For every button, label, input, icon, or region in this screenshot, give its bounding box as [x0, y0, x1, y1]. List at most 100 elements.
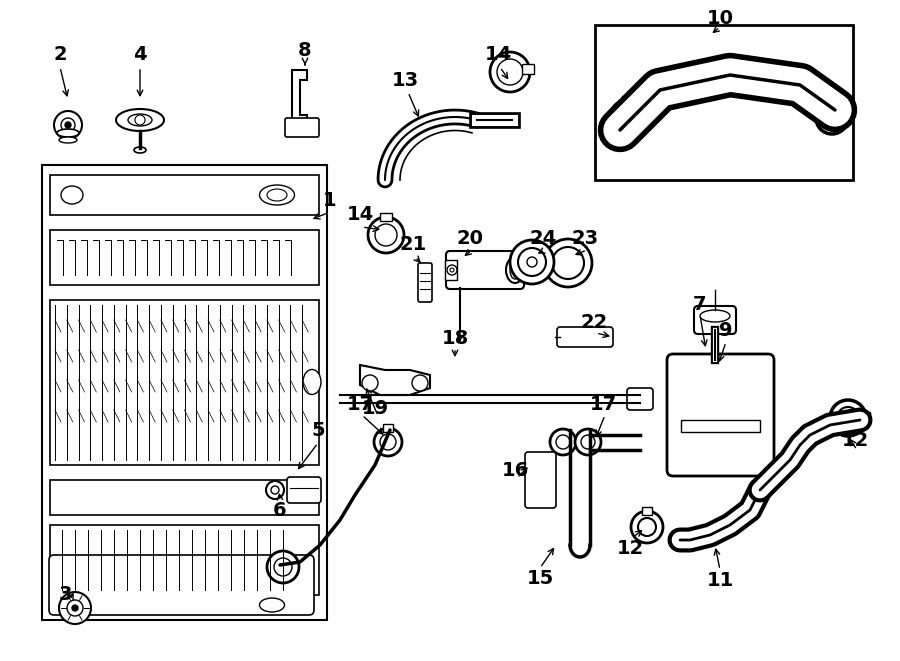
Ellipse shape: [57, 129, 79, 137]
Circle shape: [610, 100, 646, 136]
Text: 17: 17: [346, 395, 374, 414]
Circle shape: [274, 558, 292, 576]
Text: 13: 13: [392, 71, 418, 89]
Bar: [383, 424, 393, 432]
Ellipse shape: [59, 598, 85, 612]
Ellipse shape: [510, 261, 520, 279]
Bar: [681, 420, 760, 432]
Bar: [842, 113, 852, 121]
Text: 12: 12: [842, 430, 868, 449]
Circle shape: [266, 481, 284, 499]
Circle shape: [380, 434, 396, 450]
Polygon shape: [292, 70, 307, 125]
Circle shape: [374, 428, 402, 456]
Ellipse shape: [267, 189, 287, 201]
Text: 6: 6: [274, 500, 287, 520]
Circle shape: [271, 486, 279, 494]
Bar: [50, 525, 319, 595]
Ellipse shape: [700, 310, 730, 322]
Circle shape: [267, 551, 299, 583]
Ellipse shape: [506, 257, 524, 283]
Text: 5: 5: [311, 420, 325, 440]
Ellipse shape: [259, 185, 294, 205]
Text: 4: 4: [133, 46, 147, 65]
Circle shape: [830, 400, 866, 436]
Text: 15: 15: [526, 568, 554, 588]
Circle shape: [550, 429, 576, 455]
Bar: [50, 300, 319, 465]
FancyBboxPatch shape: [525, 452, 556, 508]
Text: 10: 10: [706, 9, 733, 28]
Ellipse shape: [303, 369, 321, 395]
Bar: [595, 25, 853, 180]
FancyBboxPatch shape: [557, 327, 613, 347]
Text: 8: 8: [298, 40, 311, 59]
FancyBboxPatch shape: [49, 555, 314, 615]
Ellipse shape: [259, 598, 284, 612]
Text: 7: 7: [693, 295, 706, 315]
Circle shape: [375, 224, 397, 246]
Circle shape: [450, 268, 454, 272]
FancyBboxPatch shape: [285, 118, 319, 137]
Bar: [622, 96, 632, 104]
Text: 23: 23: [572, 229, 598, 247]
Ellipse shape: [128, 114, 152, 126]
Circle shape: [362, 375, 378, 391]
FancyBboxPatch shape: [667, 354, 774, 476]
Circle shape: [617, 107, 639, 129]
Bar: [50, 175, 319, 215]
Circle shape: [368, 217, 404, 253]
Text: 16: 16: [501, 461, 528, 479]
Circle shape: [497, 59, 523, 85]
Circle shape: [490, 52, 530, 92]
Circle shape: [823, 109, 841, 127]
Ellipse shape: [826, 101, 844, 119]
Circle shape: [837, 407, 859, 429]
Text: 1: 1: [323, 190, 337, 210]
Circle shape: [510, 240, 554, 284]
Ellipse shape: [116, 109, 164, 131]
Circle shape: [518, 248, 546, 276]
Text: 14: 14: [346, 206, 374, 225]
FancyBboxPatch shape: [627, 388, 653, 410]
Ellipse shape: [670, 530, 690, 550]
Text: 11: 11: [706, 570, 733, 590]
Text: 21: 21: [400, 235, 427, 254]
Text: 19: 19: [362, 399, 389, 418]
Bar: [380, 213, 392, 221]
Text: 9: 9: [719, 321, 733, 340]
Ellipse shape: [61, 186, 83, 204]
Text: 2: 2: [53, 46, 67, 65]
Text: 24: 24: [529, 229, 556, 247]
FancyBboxPatch shape: [694, 306, 736, 334]
Circle shape: [556, 435, 570, 449]
Text: 22: 22: [580, 313, 608, 332]
Bar: [445, 260, 457, 280]
Bar: [642, 507, 652, 515]
Circle shape: [631, 511, 663, 543]
Circle shape: [581, 435, 595, 449]
Circle shape: [447, 265, 457, 275]
Bar: [50, 480, 319, 515]
FancyBboxPatch shape: [287, 477, 321, 503]
Circle shape: [72, 605, 78, 611]
Ellipse shape: [609, 119, 631, 141]
Text: 3: 3: [58, 586, 72, 605]
Text: 18: 18: [441, 329, 469, 348]
Text: 12: 12: [616, 539, 643, 557]
Circle shape: [412, 375, 428, 391]
Circle shape: [54, 111, 82, 139]
FancyBboxPatch shape: [418, 263, 432, 302]
Circle shape: [527, 257, 537, 267]
Bar: [50, 230, 319, 285]
Bar: [522, 64, 534, 74]
Polygon shape: [360, 365, 430, 395]
Bar: [42, 165, 327, 620]
Ellipse shape: [134, 147, 146, 153]
Circle shape: [544, 239, 592, 287]
Circle shape: [638, 518, 656, 536]
Circle shape: [59, 592, 91, 624]
Text: 17: 17: [590, 395, 616, 414]
Circle shape: [552, 247, 584, 279]
Circle shape: [65, 122, 71, 128]
